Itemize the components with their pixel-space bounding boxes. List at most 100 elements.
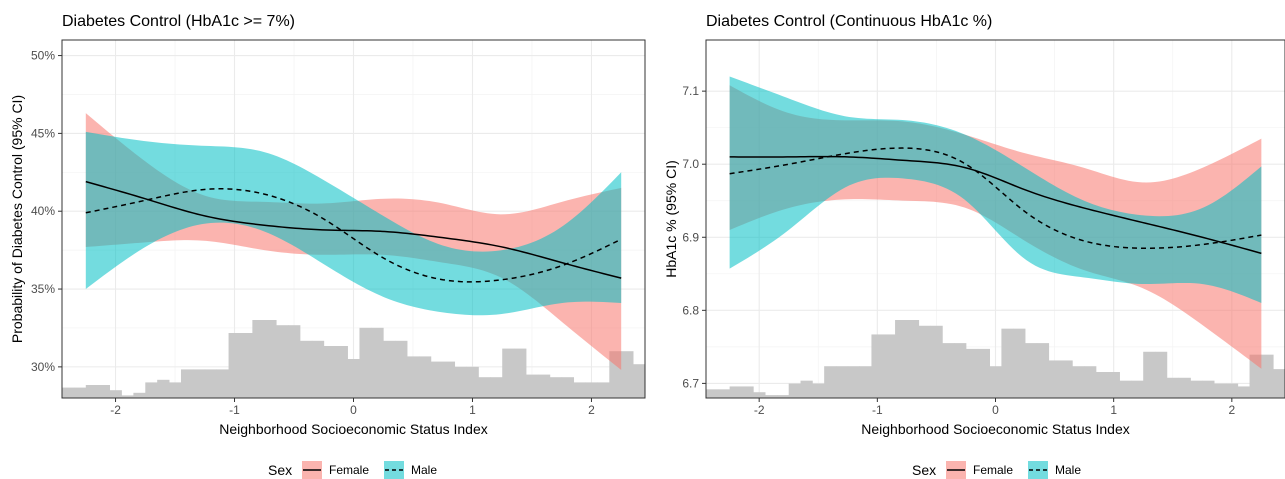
histogram-bar [895,320,908,398]
histogram-bar [1107,372,1120,398]
histogram-bar [706,389,719,398]
fit-line-male [85,188,622,283]
histogram-bar [859,366,872,398]
histogram-bar [812,383,825,398]
histogram-bar [954,343,967,398]
x-tick-label: 2 [1228,403,1235,417]
histogram-bar [121,395,134,398]
x-tick-label: -1 [872,403,883,417]
histogram-bar [977,348,990,398]
x-tick-label: -2 [754,403,765,417]
fit-line-male [729,147,1262,249]
histogram-bar [490,377,503,398]
histogram-bar [169,382,182,398]
histogram-bar [561,377,575,398]
histogram-bar [383,340,396,398]
histogram-bar [62,387,75,398]
chart-title: Diabetes Control (HbA1c >= 7%) [62,13,295,30]
ci-ribbon-male [85,131,622,316]
histogram-bar [1095,372,1109,398]
histogram-bar [585,382,598,398]
histogram-bar [466,366,479,398]
right-chart-panel: -2 -1 0 1 2 6.7 6.8 6.9 7.0 7.1 Diabetes Control (… [663,13,1285,437]
histogram-bar [1013,328,1026,398]
histogram-bar [1178,377,1191,398]
legend-title: Sex [912,462,936,478]
x-tick-label: 2 [588,403,595,417]
histogram-bar [800,380,813,398]
x-tick-label: 0 [992,403,999,417]
histogram-bar [788,383,801,398]
histogram-bar [407,356,420,398]
x-tick-label: 1 [469,403,476,417]
legend-label-male: Male [411,463,437,477]
histogram-bar [73,387,87,398]
y-tick-label: 6.7 [682,376,699,390]
y-tick-label: 30% [31,360,55,374]
histogram-bar [276,325,289,398]
y-tick-label: 50% [31,49,55,63]
histogram-bar [906,320,920,398]
y-tick-label: 6.8 [682,303,699,317]
histogram-bar [1166,377,1180,398]
y-tick-label: 6.9 [682,230,699,244]
histogram-bar [478,377,491,398]
histogram-bar [847,366,861,398]
histogram-bar [1273,369,1285,398]
histogram-bar [395,340,408,398]
right-legend: Sex Female Male [912,461,1081,479]
histogram-bar [1084,366,1097,398]
histogram-bar [633,364,645,398]
y-tick-label: 40% [31,204,55,218]
fit-line-female [729,155,1262,255]
x-tick-label: 1 [1110,403,1117,417]
x-tick-label: -2 [110,403,121,417]
histogram-bar [228,333,241,398]
histogram-bar [597,382,610,398]
histogram-bar [645,364,657,398]
histogram-bar [1119,380,1132,398]
histogram-bar [657,390,669,398]
histogram-bar [741,386,754,398]
histogram-bar [717,389,731,398]
histogram-bar [97,385,110,398]
histogram-bar [1261,354,1274,398]
x-axis-label: Neighborhood Socioeconomic Status Index [219,421,488,437]
histogram-bar [824,366,837,398]
histogram-bar [1225,383,1239,398]
histogram-bar [1036,343,1050,398]
x-tick-label: 0 [350,403,357,417]
histogram-bar [252,320,265,398]
histogram-bar [765,395,778,398]
histogram-bar [526,374,539,398]
plot-content [62,113,669,398]
histogram-bar [918,325,931,398]
histogram-bar [430,361,444,398]
histogram-bar [776,395,790,398]
y-tick-label: 7.0 [682,157,699,171]
histogram-bar [335,346,348,398]
histogram-bar [216,369,229,398]
histogram-bar [157,379,170,398]
histogram-bar [359,327,372,398]
plot-content [706,76,1285,398]
histogram-bar [537,374,551,398]
histogram-bar [288,325,301,398]
histogram-bar [1237,386,1250,398]
fit-line-female [85,180,622,279]
histogram-bar [299,340,313,398]
x-axis-label: Neighborhood Socioeconomic Status Index [861,421,1130,437]
histogram-bar [573,382,586,398]
histogram-bar [1001,328,1014,398]
histogram-bar [942,343,955,398]
legend-label-male: Male [1055,463,1081,477]
y-tick-label: 45% [31,126,55,140]
histogram-bar [264,320,277,398]
histogram-bar [1060,360,1073,398]
histogram-bar [930,325,943,398]
histogram-bar [729,386,742,398]
y-axis-label: Probability of Diabetes Control (95% CI) [9,95,25,343]
histogram-bar [514,348,527,398]
histogram-bar [180,369,194,398]
histogram-bar [549,377,563,398]
